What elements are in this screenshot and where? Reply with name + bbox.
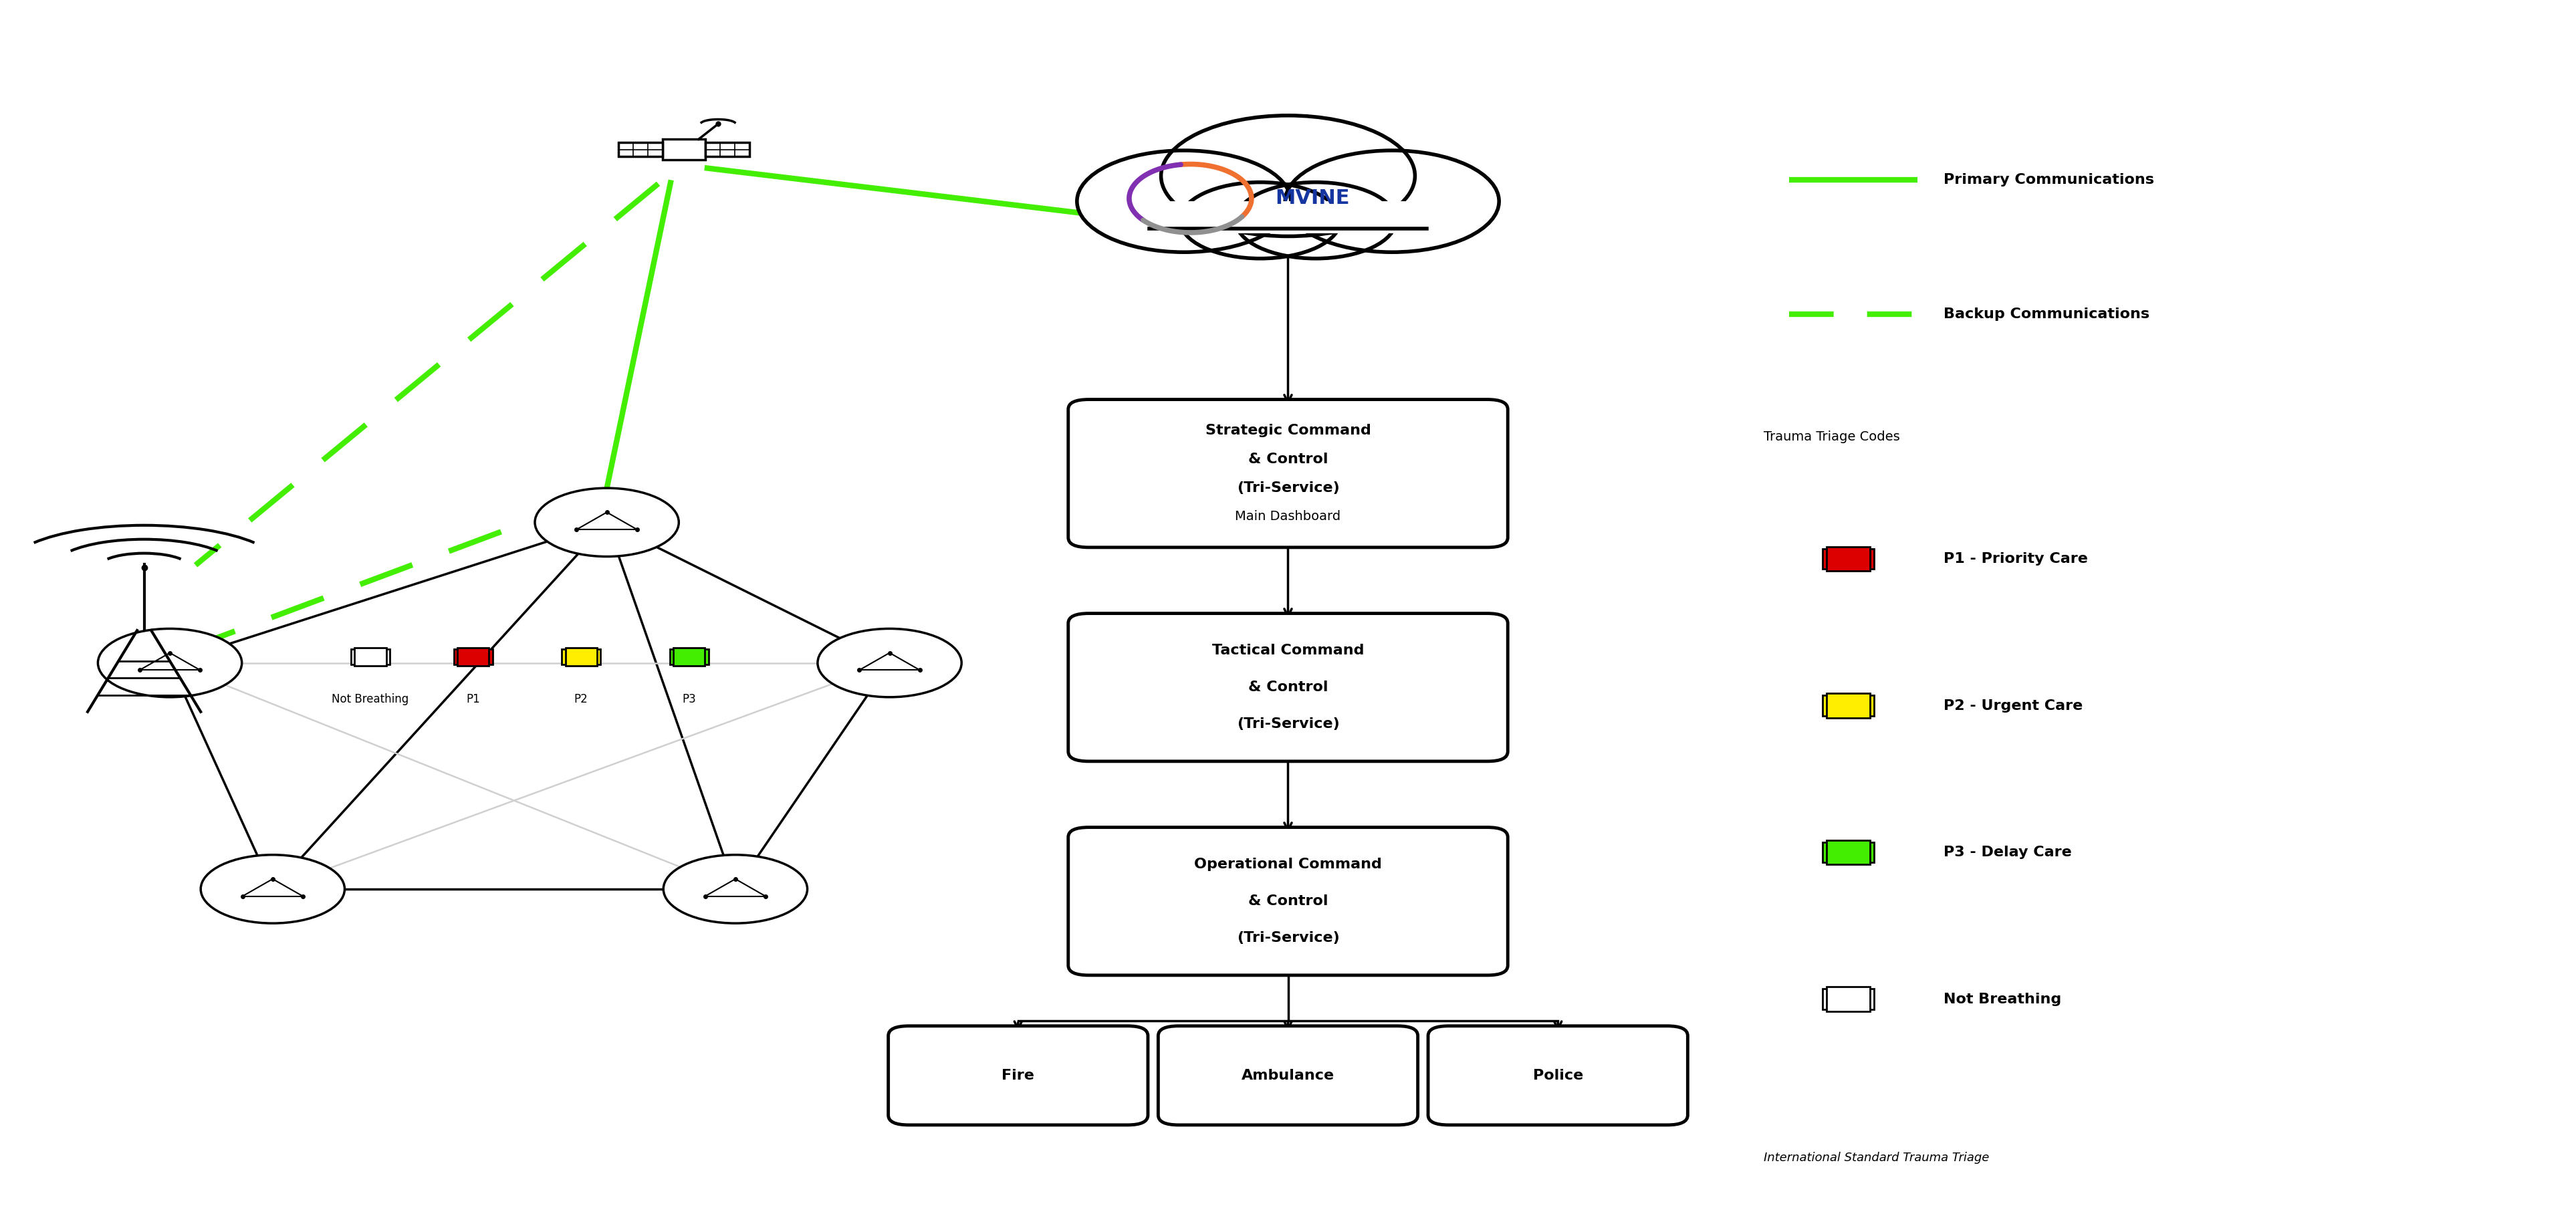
Text: Operational Command: Operational Command (1195, 858, 1381, 872)
Circle shape (1162, 115, 1414, 236)
FancyBboxPatch shape (1826, 694, 1870, 718)
Text: MVINE: MVINE (1275, 189, 1350, 208)
FancyBboxPatch shape (1427, 1025, 1687, 1125)
Circle shape (1236, 182, 1396, 259)
FancyBboxPatch shape (1824, 549, 1875, 570)
Text: Fire: Fire (1002, 1068, 1036, 1082)
Text: Trauma Triage Codes: Trauma Triage Codes (1765, 430, 1899, 443)
Text: P1 - Priority Care: P1 - Priority Care (1942, 553, 2087, 566)
Text: (Tri-Service): (Tri-Service) (1236, 717, 1340, 731)
FancyBboxPatch shape (662, 139, 706, 160)
Circle shape (1077, 151, 1291, 252)
FancyBboxPatch shape (453, 650, 492, 664)
Text: & Control: & Control (1247, 452, 1329, 465)
Text: (Tri-Service): (Tri-Service) (1236, 931, 1340, 944)
FancyBboxPatch shape (1159, 1025, 1417, 1125)
Text: (Tri-Service): (Tri-Service) (1236, 481, 1340, 495)
Text: Backup Communications: Backup Communications (1942, 308, 2148, 322)
Text: Primary Communications: Primary Communications (1942, 173, 2154, 187)
Circle shape (1285, 151, 1499, 252)
Text: P3: P3 (683, 694, 696, 706)
Circle shape (536, 488, 680, 556)
Text: International Standard Trauma Triage: International Standard Trauma Triage (1765, 1152, 1989, 1164)
Text: & Control: & Control (1247, 894, 1329, 907)
FancyBboxPatch shape (1149, 196, 1427, 228)
Circle shape (1180, 182, 1340, 259)
FancyBboxPatch shape (350, 650, 389, 664)
FancyBboxPatch shape (1826, 987, 1870, 1012)
FancyBboxPatch shape (1069, 828, 1507, 975)
FancyBboxPatch shape (889, 1025, 1149, 1125)
FancyBboxPatch shape (706, 142, 750, 156)
FancyBboxPatch shape (355, 647, 386, 666)
Circle shape (665, 855, 806, 923)
Text: Tactical Command: Tactical Command (1211, 643, 1365, 657)
FancyBboxPatch shape (618, 142, 662, 156)
FancyBboxPatch shape (1826, 840, 1870, 865)
Text: P1: P1 (466, 694, 479, 706)
Text: Strategic Command: Strategic Command (1206, 424, 1370, 437)
Text: Ambulance: Ambulance (1242, 1068, 1334, 1082)
Text: & Control: & Control (1247, 680, 1329, 694)
Text: Not Breathing: Not Breathing (1942, 992, 2061, 1006)
Circle shape (817, 629, 961, 698)
FancyBboxPatch shape (672, 647, 706, 666)
FancyBboxPatch shape (670, 650, 708, 664)
FancyBboxPatch shape (1069, 614, 1507, 761)
FancyBboxPatch shape (1826, 546, 1870, 571)
FancyBboxPatch shape (1141, 201, 1435, 233)
Text: Not Breathing: Not Breathing (332, 694, 410, 706)
Text: Main Dashboard: Main Dashboard (1234, 510, 1342, 523)
Text: P2 - Urgent Care: P2 - Urgent Care (1942, 699, 2081, 712)
Text: P3 - Delay Care: P3 - Delay Care (1942, 846, 2071, 860)
FancyBboxPatch shape (562, 650, 600, 664)
Text: Police: Police (1533, 1068, 1584, 1082)
FancyBboxPatch shape (459, 647, 489, 666)
Circle shape (201, 855, 345, 923)
FancyBboxPatch shape (1824, 695, 1875, 716)
FancyBboxPatch shape (1824, 989, 1875, 1009)
Circle shape (98, 629, 242, 698)
Text: P2: P2 (574, 694, 587, 706)
FancyBboxPatch shape (564, 647, 598, 666)
FancyBboxPatch shape (1824, 842, 1875, 862)
FancyBboxPatch shape (1069, 399, 1507, 548)
